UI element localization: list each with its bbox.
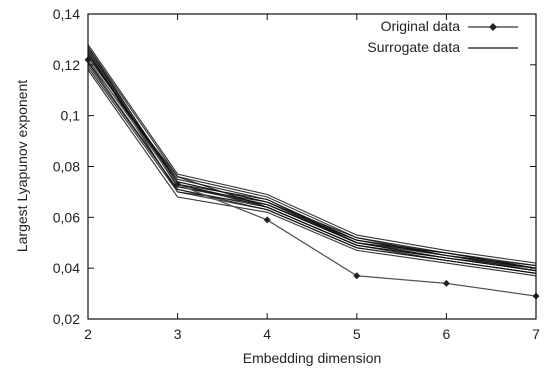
surrogate-line [87, 46, 537, 269]
x-tick-label: 7 [532, 326, 540, 342]
legend: Original data Surrogate data [367, 18, 518, 55]
legend-label-surrogate: Surrogate data [367, 39, 460, 55]
y-tick-label: 0,08 [53, 159, 80, 175]
axis-ticks: 2 3 4 5 6 7 0,02 0,04 0,06 0,08 0,1 0,12 0,14 [53, 6, 540, 342]
legend-label-original: Original data [381, 18, 461, 34]
original-point [263, 216, 271, 224]
x-tick-label: 2 [84, 326, 92, 342]
surrogate-line [87, 64, 537, 274]
x-axis-label: Embedding dimension [243, 350, 382, 366]
surrogate-line [87, 44, 537, 264]
legend-marker-original [489, 23, 497, 31]
y-tick-label: 0,02 [53, 311, 80, 327]
surrogate-line [87, 67, 537, 274]
original-point [174, 180, 182, 188]
y-tick-label: 0,1 [61, 108, 81, 124]
y-tick-label: 0,06 [53, 209, 80, 225]
original-series [84, 56, 540, 300]
surrogate-line [87, 56, 537, 269]
x-tick-label: 6 [443, 326, 451, 342]
surrogate-series [87, 44, 537, 277]
y-axis-label: Largest Lyapunov exponent [14, 80, 30, 252]
x-tick-label: 5 [353, 326, 361, 342]
original-line [87, 59, 537, 297]
y-tick-label: 0,04 [53, 260, 80, 276]
y-tick-label: 0,12 [53, 57, 80, 73]
x-tick-label: 4 [263, 326, 271, 342]
original-point [442, 279, 450, 287]
surrogate-line [87, 54, 537, 272]
y-tick-label: 0,14 [53, 6, 80, 22]
surrogate-line [87, 51, 537, 269]
surrogate-line [87, 61, 537, 274]
surrogate-line [87, 69, 537, 277]
plot-frame [87, 13, 537, 320]
original-point [353, 272, 361, 280]
x-tick-label: 3 [174, 326, 182, 342]
surrogate-line [87, 61, 537, 272]
